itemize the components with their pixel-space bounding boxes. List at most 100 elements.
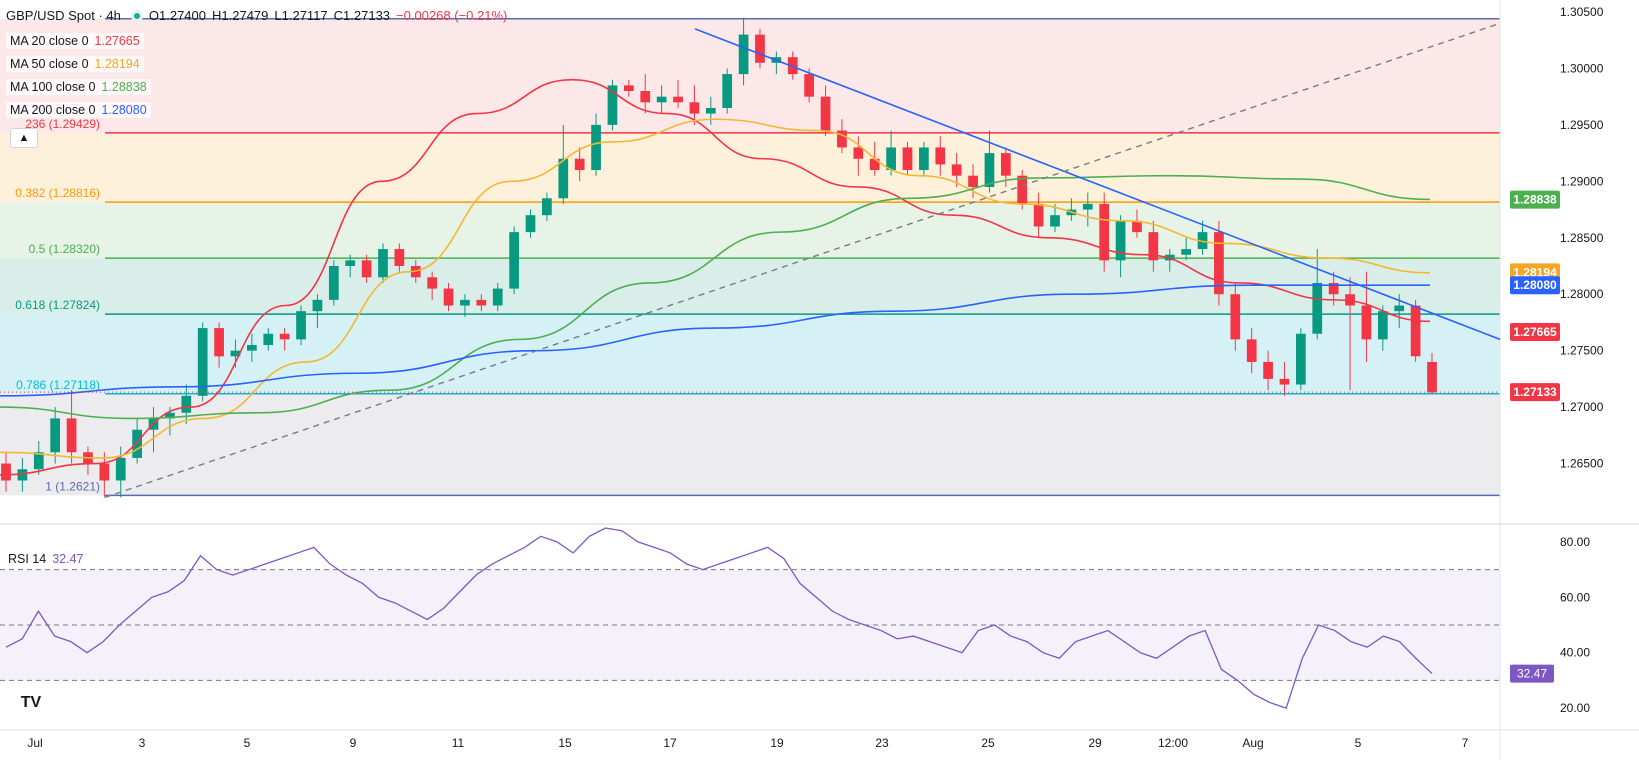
candle-27 — [443, 282, 454, 312]
candle-52 — [853, 136, 864, 176]
candle-body-26 — [427, 277, 438, 289]
x-label-14: 7 — [1462, 736, 1469, 750]
candle-43 — [705, 96, 716, 125]
candle-29 — [476, 294, 487, 312]
rsi-tick-1: 60.00 — [1560, 590, 1590, 604]
price-tick-0: 1.30500 — [1560, 5, 1604, 19]
candle-body-38 — [623, 85, 634, 92]
fib-zone-3 — [0, 258, 1500, 315]
x-label-12: Aug — [1242, 736, 1263, 750]
candle-23 — [378, 243, 388, 283]
price-badge-0: 1.28838 — [1513, 193, 1557, 207]
candle-56 — [919, 141, 929, 176]
candle-31 — [509, 226, 519, 295]
ma50-legend[interactable]: MA 50 close 0 1.28194 — [6, 56, 144, 72]
candle-76 — [1246, 328, 1257, 374]
candle-83 — [1361, 271, 1372, 362]
x-label-4: 11 — [452, 736, 465, 750]
candle-54 — [886, 130, 896, 176]
candle-body-83 — [1361, 305, 1372, 340]
candle-body-42 — [689, 102, 700, 114]
candle-15 — [247, 333, 257, 362]
candle-body-81 — [1328, 282, 1339, 295]
candle-body-39 — [640, 91, 651, 103]
ohlc-change: −0.00268 (−0.21%) — [396, 8, 508, 23]
price-tick-8: 1.26500 — [1560, 457, 1604, 471]
candle-body-35 — [574, 158, 585, 171]
rsi-tick-2: 40.00 — [1560, 646, 1590, 660]
candle-48 — [787, 51, 798, 80]
trendline-down — [694, 28, 1501, 341]
candle-70 — [1148, 220, 1159, 272]
candle-body-85 — [1394, 305, 1405, 312]
candle-body-16 — [263, 333, 274, 346]
trendline-dashed — [104, 22, 1501, 499]
candle-16 — [263, 328, 274, 351]
candle-body-3 — [50, 418, 61, 453]
candle-82 — [1345, 277, 1355, 391]
fib-zone-2 — [0, 202, 1500, 259]
candle-body-33 — [542, 198, 552, 216]
candle-body-15 — [247, 345, 257, 351]
candle-body-28 — [460, 299, 470, 306]
ma-line-2 — [0, 174, 1431, 420]
rsi-legend[interactable]: RSI 14 32.47 — [8, 552, 84, 566]
x-label-6: 17 — [663, 736, 677, 750]
candle-body-55 — [902, 147, 913, 171]
ma100-legend[interactable]: MA 100 close 0 1.28838 — [6, 79, 151, 95]
rsi-badge-bg — [1510, 664, 1554, 683]
candle-body-68 — [1115, 220, 1126, 261]
candle-body-58 — [951, 164, 962, 176]
candle-body-2 — [33, 452, 44, 470]
candle-78 — [1279, 361, 1290, 396]
candle-body-61 — [1000, 153, 1011, 176]
ma200-legend[interactable]: MA 200 close 0 1.28080 — [6, 102, 151, 118]
price-badge-2: 1.28080 — [1513, 278, 1557, 292]
price-tick-3: 1.29000 — [1560, 174, 1604, 188]
candle-45 — [738, 17, 749, 86]
symbol-title[interactable]: GBP/USD Spot · 4h — [6, 8, 121, 23]
candle-body-63 — [1033, 203, 1044, 227]
candle-body-45 — [738, 34, 749, 75]
candle-41 — [673, 79, 683, 108]
fib-zone-1 — [0, 132, 1500, 203]
candle-77 — [1263, 350, 1273, 391]
candle-40 — [656, 85, 667, 114]
candle-body-13 — [214, 328, 224, 357]
candle-body-51 — [837, 130, 847, 148]
candle-body-44 — [722, 74, 733, 108]
candle-13 — [214, 322, 224, 368]
candle-72 — [1181, 237, 1191, 261]
candle-body-7 — [115, 457, 126, 481]
candle-84 — [1377, 305, 1388, 351]
candle-30 — [492, 282, 503, 312]
chevron-up-icon[interactable]: ▲ — [10, 128, 38, 148]
x-label-11: 12:00 — [1158, 736, 1188, 750]
candle-80 — [1312, 249, 1323, 340]
candle-body-67 — [1099, 203, 1110, 261]
candle-34 — [558, 124, 569, 204]
candle-22 — [361, 254, 372, 283]
candle-body-70 — [1148, 232, 1159, 261]
candle-73 — [1197, 220, 1208, 255]
x-label-7: 19 — [770, 736, 784, 750]
candle-body-52 — [853, 147, 864, 159]
candle-19 — [312, 294, 323, 329]
candle-body-4 — [66, 418, 77, 453]
candle-55 — [902, 141, 913, 176]
fib-label-2: 0.382 (1.28816) — [15, 186, 100, 200]
fib-zone-0 — [0, 18, 1500, 133]
candle-38 — [623, 79, 634, 97]
fib-label-1: 236 (1.29429) — [25, 117, 100, 131]
price-badge-3: 1.27665 — [1513, 325, 1557, 339]
candle-37 — [607, 79, 618, 131]
candle-body-10 — [165, 412, 175, 419]
candle-46 — [755, 28, 765, 69]
candle-3 — [50, 407, 61, 464]
rsi-tick-0: 80.00 — [1560, 535, 1590, 549]
x-label-10: 29 — [1088, 736, 1102, 750]
price-badge-bg-4 — [1510, 383, 1560, 402]
ma20-legend[interactable]: MA 20 close 0 1.27665 — [6, 33, 144, 49]
candle-17 — [279, 328, 290, 351]
